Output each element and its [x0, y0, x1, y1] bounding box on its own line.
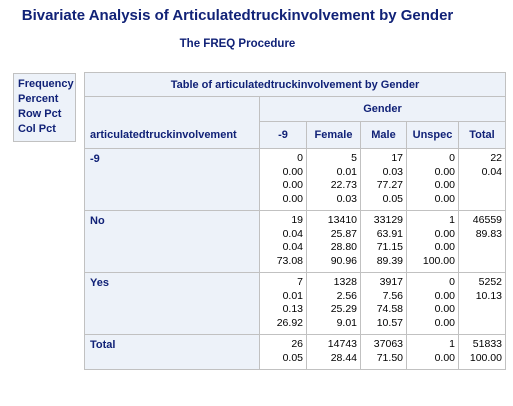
- row-label: Yes: [84, 272, 260, 335]
- table-row: -9 0 0.00 0.00 0.00 5 0.01 22.73 0.03 17 0.03 77…: [84, 148, 506, 211]
- table-caption: Table of articulatedtruckinvolvement by …: [84, 72, 506, 97]
- table-row: Yes 7 0.01 0.13 26.92 1328 2.56 25.29 9.01 391…: [84, 272, 506, 335]
- report-title: Bivariate Analysis of Articulatedtruckin…: [21, 7, 454, 24]
- row-variable-header: articulatedtruckinvolvement: [84, 96, 260, 149]
- table-row-total: Total 26 0.05 14743 28.44 37063 71.50 1 0.00…: [84, 334, 506, 370]
- table-cell: 0 0.00 0.00 0.00: [406, 148, 459, 211]
- row-label: No: [84, 210, 260, 273]
- table-cell: 0 0.00 0.00 0.00: [259, 148, 307, 211]
- table-cell: 7 0.01 0.13 26.92: [259, 272, 307, 335]
- table-cell-total: 46559 89.83: [458, 210, 506, 273]
- table-cell: 19 0.04 0.04 73.08: [259, 210, 307, 273]
- table-cell: 5 0.01 22.73 0.03: [306, 148, 361, 211]
- legend-percent: Percent: [18, 93, 59, 105]
- crosstab-table: Table of articulatedtruckinvolvement by …: [84, 72, 506, 370]
- table-cell: 33129 63.91 71.15 89.39: [360, 210, 407, 273]
- table-cell: 26 0.05: [259, 334, 307, 370]
- table-cell: 37063 71.50: [360, 334, 407, 370]
- col-header-male: Male: [360, 121, 407, 149]
- col-header-total: Total: [458, 121, 506, 149]
- table-cell: 0 0.00 0.00 0.00: [406, 272, 459, 335]
- table-cell: 13410 25.87 28.80 90.96: [306, 210, 361, 273]
- table-cell: 1 0.00 0.00 100.00: [406, 210, 459, 273]
- legend-col-pct: Col Pct: [18, 123, 56, 135]
- col-header-unspec: Unspec: [406, 121, 459, 149]
- table-cell-total: 51833 100.00: [458, 334, 506, 370]
- col-header-female: Female: [306, 121, 361, 149]
- procedure-subtitle: The FREQ Procedure: [179, 38, 296, 50]
- table-cell-total: 5252 10.13: [458, 272, 506, 335]
- legend-row-pct: Row Pct: [18, 108, 62, 120]
- statistics-legend: Frequency Percent Row Pct Col Pct: [13, 73, 76, 142]
- legend-frequency: Frequency: [18, 78, 74, 90]
- table-row: No 19 0.04 0.04 73.08 13410 25.87 28.80 90.96 …: [84, 210, 506, 273]
- table-cell: 14743 28.44: [306, 334, 361, 370]
- col-header-neg9: -9: [259, 121, 307, 149]
- table-cell: 1 0.00: [406, 334, 459, 370]
- table-cell-total: 22 0.04: [458, 148, 506, 211]
- gender-group-header: Gender: [259, 96, 506, 122]
- table-cell: 3917 7.56 74.58 10.57: [360, 272, 407, 335]
- table-cell: 17 0.03 77.27 0.05: [360, 148, 407, 211]
- row-label: -9: [84, 148, 260, 211]
- table-cell: 1328 2.56 25.29 9.01: [306, 272, 361, 335]
- row-label: Total: [84, 334, 260, 370]
